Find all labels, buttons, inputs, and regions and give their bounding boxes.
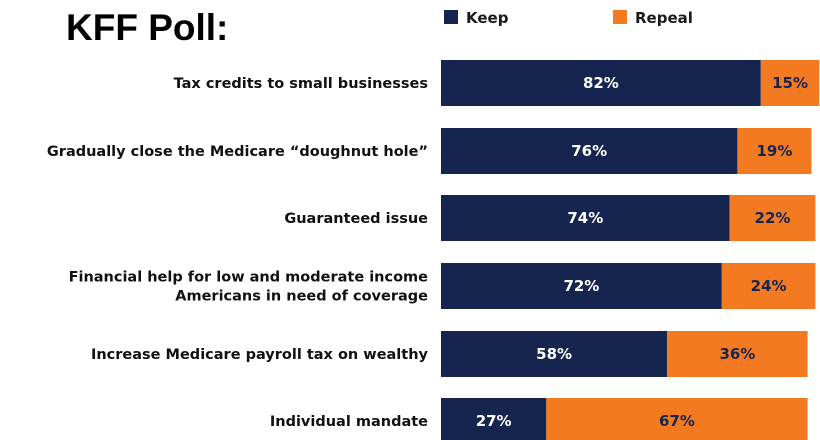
- data-label-repeal: 22%: [755, 209, 791, 227]
- bar-repeal: [721, 263, 816, 309]
- bar-keep: [441, 128, 738, 174]
- data-label-repeal: 15%: [772, 74, 808, 92]
- data-label-repeal: 67%: [659, 412, 695, 430]
- category-label: Guaranteed issue: [284, 211, 428, 227]
- bar-repeal: [760, 60, 820, 106]
- bar-repeal: [667, 331, 808, 377]
- bar-row: 76% 19%: [441, 128, 812, 174]
- legend-swatch-keep: [444, 10, 458, 24]
- bars: 82% 15% 76% 19% 74% 22% 72% 24% 58% 36% 27% 67%: [441, 60, 820, 440]
- bar-repeal: [729, 195, 816, 241]
- bar-row: 72% 24%: [441, 263, 816, 309]
- bar-row: 27% 67%: [441, 398, 808, 440]
- category-label: Gradually close the Medicare “doughnut h…: [47, 144, 428, 160]
- category-label: Tax credits to small businesses: [174, 76, 428, 92]
- bar-keep: [441, 331, 668, 377]
- data-label-repeal: 24%: [751, 277, 787, 295]
- page-title: KFF Poll:: [66, 7, 229, 48]
- bar-repeal: [546, 398, 808, 440]
- data-label-keep: 82%: [583, 74, 619, 92]
- bar-keep: [441, 263, 722, 309]
- legend-label-keep: Keep: [466, 9, 509, 27]
- bar-keep: [441, 195, 730, 241]
- chart-legend: Keep Repeal: [444, 9, 693, 27]
- bar-row: 58% 36%: [441, 331, 808, 377]
- legend-label-repeal: Repeal: [635, 9, 693, 27]
- data-label-keep: 76%: [571, 142, 607, 160]
- legend-swatch-repeal: [613, 10, 627, 24]
- bar-row: 74% 22%: [441, 195, 816, 241]
- data-label-keep: 58%: [536, 345, 572, 363]
- data-label-keep: 74%: [567, 209, 603, 227]
- category-label: Increase Medicare payroll tax on wealthy: [91, 347, 429, 363]
- data-label-keep: 72%: [563, 277, 599, 295]
- category-label: Individual mandate: [270, 414, 428, 430]
- category-label: Financial help for low and moderate inco…: [69, 270, 429, 286]
- category-labels: Tax credits to small businesses Gradually…: [47, 76, 429, 430]
- data-label-repeal: 19%: [756, 142, 792, 160]
- category-label: Americans in need of coverage: [175, 289, 428, 305]
- bar-keep: [441, 398, 547, 440]
- bar-row: 82% 15%: [441, 60, 820, 106]
- bar-keep: [441, 60, 761, 106]
- data-label-repeal: 36%: [719, 345, 755, 363]
- bar-repeal: [737, 128, 812, 174]
- data-label-keep: 27%: [476, 412, 512, 430]
